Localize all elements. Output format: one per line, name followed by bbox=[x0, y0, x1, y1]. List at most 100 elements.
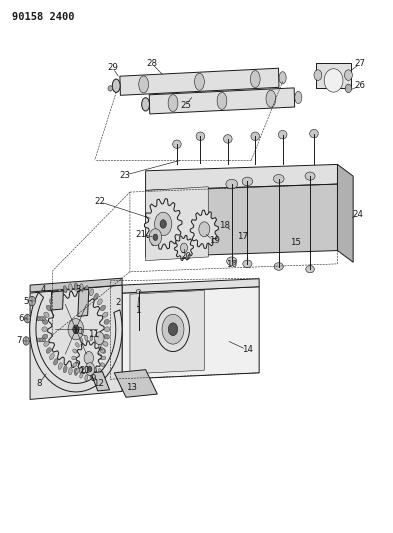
Ellipse shape bbox=[85, 375, 88, 381]
Ellipse shape bbox=[196, 132, 205, 141]
Ellipse shape bbox=[250, 70, 260, 87]
Ellipse shape bbox=[44, 341, 49, 346]
Ellipse shape bbox=[34, 338, 38, 342]
Ellipse shape bbox=[40, 338, 44, 342]
Circle shape bbox=[345, 70, 353, 80]
Ellipse shape bbox=[85, 335, 88, 341]
Text: 11: 11 bbox=[88, 330, 99, 339]
Circle shape bbox=[88, 367, 92, 372]
Ellipse shape bbox=[227, 257, 237, 265]
Polygon shape bbox=[130, 290, 204, 374]
Ellipse shape bbox=[73, 349, 77, 353]
Text: 27: 27 bbox=[355, 59, 366, 68]
Ellipse shape bbox=[101, 349, 105, 353]
Ellipse shape bbox=[80, 338, 83, 343]
Ellipse shape bbox=[53, 293, 58, 300]
Text: 9: 9 bbox=[90, 374, 96, 383]
Polygon shape bbox=[30, 285, 122, 399]
Text: 2: 2 bbox=[116, 298, 121, 307]
Text: 7: 7 bbox=[17, 336, 22, 345]
Text: 26: 26 bbox=[355, 81, 366, 90]
Ellipse shape bbox=[226, 179, 238, 189]
Ellipse shape bbox=[90, 362, 94, 369]
Ellipse shape bbox=[32, 317, 36, 320]
Ellipse shape bbox=[69, 284, 72, 291]
Circle shape bbox=[154, 212, 172, 236]
Polygon shape bbox=[30, 278, 122, 292]
Polygon shape bbox=[145, 184, 338, 257]
Ellipse shape bbox=[73, 363, 77, 367]
Text: 13: 13 bbox=[126, 383, 137, 392]
Ellipse shape bbox=[46, 348, 51, 353]
Text: 6: 6 bbox=[18, 313, 24, 322]
Polygon shape bbox=[145, 187, 208, 261]
Ellipse shape bbox=[101, 305, 106, 311]
Ellipse shape bbox=[97, 353, 102, 360]
Ellipse shape bbox=[95, 338, 98, 343]
Circle shape bbox=[73, 325, 79, 334]
Ellipse shape bbox=[173, 140, 181, 149]
Ellipse shape bbox=[28, 317, 31, 320]
Ellipse shape bbox=[274, 263, 283, 270]
Ellipse shape bbox=[95, 373, 98, 378]
Ellipse shape bbox=[63, 366, 67, 373]
Ellipse shape bbox=[108, 86, 113, 91]
Ellipse shape bbox=[266, 90, 276, 107]
Polygon shape bbox=[122, 287, 259, 379]
Circle shape bbox=[160, 220, 166, 228]
Text: 15: 15 bbox=[290, 238, 301, 247]
Ellipse shape bbox=[35, 317, 39, 320]
Ellipse shape bbox=[94, 293, 98, 300]
Ellipse shape bbox=[85, 366, 88, 373]
Text: 21: 21 bbox=[136, 230, 146, 239]
Text: 4: 4 bbox=[41, 285, 46, 294]
Text: 22: 22 bbox=[94, 197, 105, 206]
Circle shape bbox=[95, 332, 104, 345]
Polygon shape bbox=[190, 210, 219, 248]
Text: 3: 3 bbox=[75, 285, 81, 294]
Polygon shape bbox=[78, 289, 89, 317]
Ellipse shape bbox=[34, 317, 38, 320]
Ellipse shape bbox=[39, 317, 42, 320]
Text: 29: 29 bbox=[107, 63, 118, 71]
Polygon shape bbox=[144, 199, 182, 249]
Text: 23: 23 bbox=[120, 171, 131, 180]
Ellipse shape bbox=[79, 284, 83, 291]
Polygon shape bbox=[338, 165, 353, 262]
Ellipse shape bbox=[74, 368, 78, 375]
Ellipse shape bbox=[29, 317, 33, 320]
Ellipse shape bbox=[101, 356, 106, 360]
Ellipse shape bbox=[324, 69, 343, 92]
Ellipse shape bbox=[90, 375, 93, 381]
Ellipse shape bbox=[278, 131, 287, 139]
Ellipse shape bbox=[136, 289, 141, 294]
Ellipse shape bbox=[217, 92, 227, 109]
Circle shape bbox=[85, 363, 95, 375]
Ellipse shape bbox=[168, 95, 178, 111]
Ellipse shape bbox=[72, 356, 76, 360]
Ellipse shape bbox=[101, 363, 105, 367]
Polygon shape bbox=[51, 291, 63, 310]
Ellipse shape bbox=[139, 76, 149, 93]
Polygon shape bbox=[122, 279, 259, 293]
Circle shape bbox=[180, 243, 187, 253]
Ellipse shape bbox=[53, 359, 58, 365]
Ellipse shape bbox=[195, 73, 204, 90]
Ellipse shape bbox=[69, 367, 72, 375]
Circle shape bbox=[84, 352, 94, 365]
Ellipse shape bbox=[305, 172, 315, 180]
Ellipse shape bbox=[101, 348, 106, 353]
Circle shape bbox=[168, 323, 178, 336]
Circle shape bbox=[23, 337, 29, 345]
Ellipse shape bbox=[310, 130, 318, 138]
Polygon shape bbox=[91, 372, 110, 391]
Polygon shape bbox=[30, 293, 122, 392]
Ellipse shape bbox=[242, 177, 253, 185]
Ellipse shape bbox=[50, 353, 54, 360]
Ellipse shape bbox=[103, 341, 108, 346]
Polygon shape bbox=[316, 63, 351, 88]
Text: 1: 1 bbox=[135, 306, 141, 315]
Ellipse shape bbox=[58, 289, 62, 296]
Ellipse shape bbox=[251, 132, 259, 141]
Circle shape bbox=[314, 70, 322, 80]
